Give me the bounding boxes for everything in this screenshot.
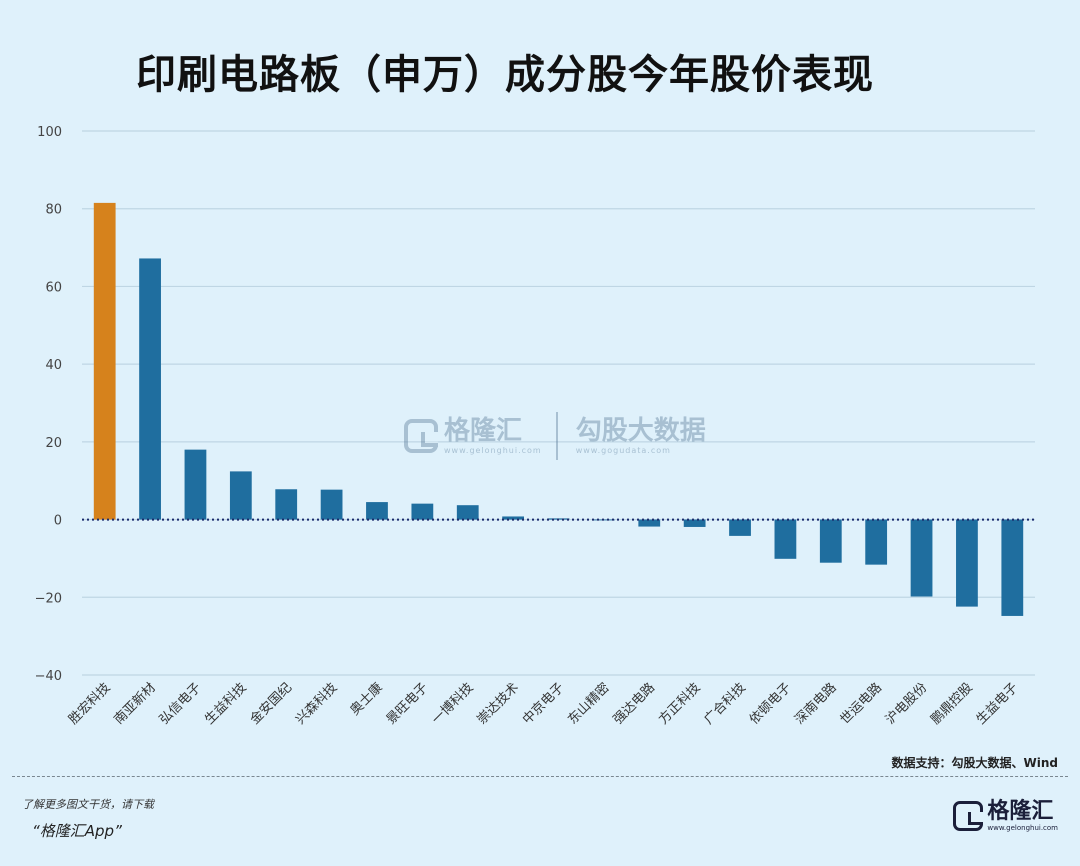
bar bbox=[229, 471, 252, 520]
y-axis-ticks: 100 80 60 40 20 0 −20 −40 bbox=[35, 125, 62, 684]
footer-logo[interactable]: 格隆汇 www.gelonghui.com bbox=[953, 798, 1058, 834]
x-category-label: 金安国纪 bbox=[247, 680, 295, 728]
data-source-note: 数据支持：勾股大数据、Wind bbox=[891, 756, 1058, 770]
gelonghui-logo-icon bbox=[953, 801, 984, 831]
watermark-url2: www.gogudata.com bbox=[575, 445, 671, 455]
watermark-brand2: 勾股大数据 bbox=[575, 415, 706, 446]
bar-layer bbox=[93, 202, 1024, 616]
x-category-label: 广合科技 bbox=[701, 680, 748, 727]
x-category-label: 生益电子 bbox=[974, 680, 1021, 727]
x-category-label: 强达电路 bbox=[610, 680, 658, 728]
x-category-label: 世运电路 bbox=[837, 680, 885, 728]
x-category-label: 方正科技 bbox=[655, 680, 703, 728]
gelonghui-logo-icon bbox=[404, 419, 438, 453]
bar bbox=[865, 519, 888, 565]
bar bbox=[956, 519, 978, 607]
x-category-label: 奥士康 bbox=[347, 680, 386, 719]
x-category-label: 南亚新材 bbox=[111, 680, 159, 728]
bar-chart: 100 80 60 40 20 0 −20 −40 胜宏科技南亚新材弘信电子生益科技金安国纪兴… bbox=[35, 125, 1035, 728]
bar bbox=[683, 519, 706, 527]
bar bbox=[139, 258, 161, 520]
bar bbox=[819, 519, 842, 563]
x-category-label: 崇达技术 bbox=[475, 680, 522, 727]
x-category-label: 鹏鼎控股 bbox=[928, 680, 975, 727]
bar bbox=[1001, 519, 1024, 616]
bar bbox=[411, 503, 434, 520]
watermark-url1: www.gelonghui.com bbox=[444, 445, 542, 455]
bar bbox=[910, 519, 933, 597]
watermark-brand1: 格隆汇 bbox=[444, 415, 523, 446]
y-tick-label: 40 bbox=[45, 358, 62, 373]
promo-text: 了解更多图文干货，请下载 bbox=[22, 798, 154, 811]
bar bbox=[184, 449, 207, 520]
bar bbox=[638, 519, 661, 527]
x-category-label: 中京电子 bbox=[520, 680, 567, 727]
bar bbox=[729, 519, 751, 536]
footer-logo-text: 格隆汇 bbox=[987, 798, 1054, 824]
x-category-label: 东山精密 bbox=[565, 680, 613, 728]
grid-layer bbox=[82, 130, 1035, 676]
chart-title: 印刷电路板（申万）成分股今年股价表现 bbox=[136, 52, 874, 98]
y-tick-label: 0 bbox=[54, 514, 62, 529]
bar bbox=[456, 505, 479, 520]
footer-divider bbox=[12, 776, 1068, 777]
x-category-label: 依顿电子 bbox=[747, 680, 794, 727]
footer-logo-url: www.gelonghui.com bbox=[987, 823, 1058, 832]
y-tick-label: 100 bbox=[37, 125, 62, 140]
bar bbox=[93, 202, 116, 520]
x-category-label: 景旺电子 bbox=[384, 680, 431, 727]
bar bbox=[502, 516, 525, 520]
x-category-label: 弘信电子 bbox=[157, 680, 204, 727]
y-tick-label: 60 bbox=[45, 280, 62, 295]
x-category-label: 一博科技 bbox=[429, 680, 476, 727]
watermark-separator bbox=[555, 412, 558, 460]
promo-app-name: “格隆汇App” bbox=[32, 822, 122, 840]
watermark: 格隆汇 www.gelonghui.com 勾股大数据 www.gogudata… bbox=[404, 410, 706, 462]
x-category-label: 胜宏科技 bbox=[66, 680, 113, 727]
x-category-label: 兴森科技 bbox=[293, 680, 340, 727]
y-tick-label: 20 bbox=[45, 436, 62, 451]
x-category-label: 生益科技 bbox=[202, 680, 249, 727]
bar bbox=[320, 489, 343, 520]
y-tick-label: −40 bbox=[35, 669, 62, 684]
bar bbox=[366, 502, 388, 520]
bar bbox=[275, 489, 298, 520]
y-tick-label: 80 bbox=[45, 203, 62, 218]
x-category-label: 沪电股份 bbox=[882, 680, 930, 728]
y-tick-label: −20 bbox=[35, 591, 62, 606]
bar bbox=[774, 519, 797, 559]
x-category-label: 深南电路 bbox=[792, 680, 840, 728]
